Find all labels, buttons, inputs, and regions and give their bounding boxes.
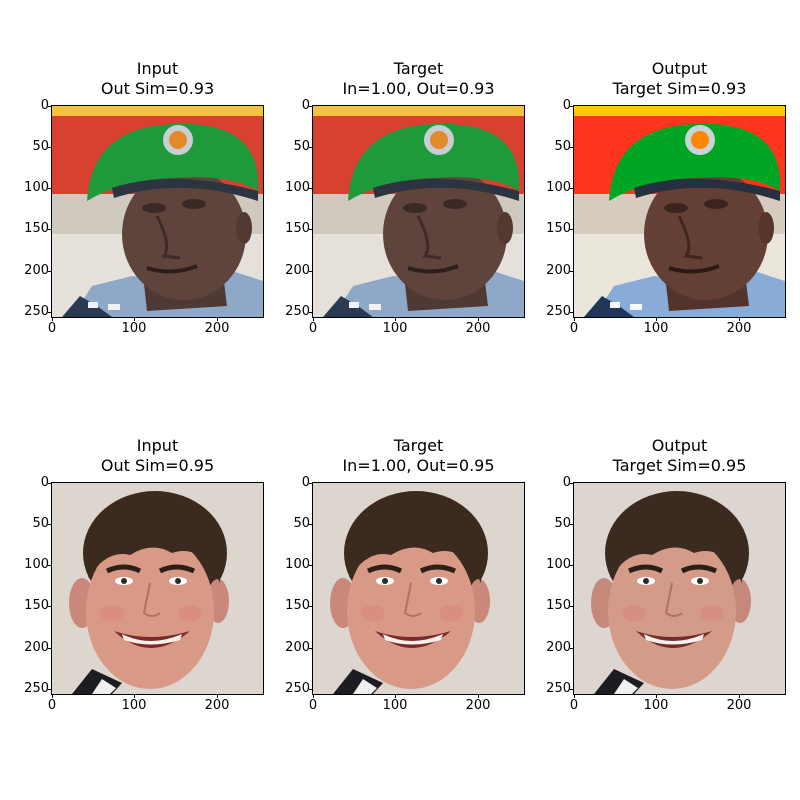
- subplot-target-row1: Target In=1.00, Out=0.93 0 50 100 150 20…: [285, 59, 525, 336]
- ytick-label: 0: [40, 98, 49, 113]
- face-image-smiling-man: [312, 482, 525, 695]
- subplot-input-row2: Input Out Sim=0.95 0 50 100 150 200 250 …: [24, 436, 264, 713]
- ytick-label: 50: [293, 516, 310, 531]
- subplot-title: Target In=1.00, Out=0.93: [273, 59, 564, 99]
- ytick-label: 50: [32, 516, 49, 531]
- ytick-label: 200: [24, 263, 49, 278]
- subplot-input-row1: Input Out Sim=0.93 0 50 100 150 200 250 …: [24, 59, 264, 336]
- xtick-label: 0: [47, 698, 57, 713]
- ytick-label: 0: [562, 475, 571, 490]
- xtick-label: 200: [204, 321, 230, 336]
- ytick-label: 200: [546, 640, 571, 655]
- ytick-label: 50: [554, 516, 571, 531]
- xtick-label: 200: [726, 698, 752, 713]
- ytick-label: 250: [546, 304, 571, 319]
- ytick-label: 150: [24, 598, 49, 613]
- title-line2: Out Sim=0.93: [100, 79, 215, 98]
- xtick-label: 0: [569, 698, 579, 713]
- ytick-label: 100: [24, 180, 49, 195]
- ytick-label: 250: [546, 681, 571, 696]
- subplot-title: Target In=1.00, Out=0.95: [273, 436, 564, 476]
- xtick-label: 0: [569, 321, 579, 336]
- ytick-label: 100: [285, 557, 310, 572]
- xtick-label: 200: [204, 698, 230, 713]
- ytick-label: 150: [546, 598, 571, 613]
- subplot-title: Input Out Sim=0.95: [12, 436, 303, 476]
- xtick-label: 0: [308, 321, 318, 336]
- ytick-label: 250: [285, 304, 310, 319]
- ytick-label: 100: [546, 557, 571, 572]
- xtick-label: 200: [465, 698, 491, 713]
- subplot-title: Output Target Sim=0.93: [534, 59, 800, 99]
- face-image-beret-man: [312, 105, 525, 318]
- ytick-label: 250: [24, 304, 49, 319]
- ytick-label: 250: [285, 681, 310, 696]
- title-line2: Out Sim=0.95: [100, 456, 215, 475]
- subplot-output-row1: Output Target Sim=0.93 0 50 100 150 200 …: [546, 59, 786, 336]
- face-image-beret-man-output: [573, 105, 786, 318]
- title-line1: Target: [393, 59, 444, 78]
- ytick-label: 0: [40, 475, 49, 490]
- subplot-title: Input Out Sim=0.93: [12, 59, 303, 99]
- ytick-label: 0: [301, 98, 310, 113]
- ytick-label: 100: [285, 180, 310, 195]
- ytick-label: 200: [285, 263, 310, 278]
- ytick-label: 250: [24, 681, 49, 696]
- title-line1: Target: [393, 436, 444, 455]
- ytick-label: 100: [546, 180, 571, 195]
- title-line1: Output: [651, 59, 708, 78]
- xtick-label: 0: [47, 321, 57, 336]
- xtick-label: 100: [121, 321, 147, 336]
- face-image-smiling-man-output: [573, 482, 786, 695]
- ytick-label: 200: [24, 640, 49, 655]
- xtick-label: 100: [382, 698, 408, 713]
- ytick-label: 100: [24, 557, 49, 572]
- face-image-smiling-man: [51, 482, 264, 695]
- ytick-label: 150: [546, 221, 571, 236]
- ytick-label: 0: [301, 475, 310, 490]
- ytick-label: 50: [554, 139, 571, 154]
- xtick-label: 200: [465, 321, 491, 336]
- title-line1: Input: [136, 59, 179, 78]
- ytick-label: 150: [285, 221, 310, 236]
- subplot-output-row2: Output Target Sim=0.95 0 50 100 150 200 …: [546, 436, 786, 713]
- xtick-label: 100: [643, 321, 669, 336]
- face-image-beret-man: [51, 105, 264, 318]
- title-line2: Target Sim=0.95: [612, 456, 747, 475]
- xtick-label: 100: [643, 698, 669, 713]
- title-line2: Target Sim=0.93: [612, 79, 747, 98]
- title-line1: Output: [651, 436, 708, 455]
- ytick-label: 150: [24, 221, 49, 236]
- title-line1: Input: [136, 436, 179, 455]
- subplot-title: Output Target Sim=0.95: [534, 436, 800, 476]
- ytick-label: 200: [285, 640, 310, 655]
- ytick-label: 50: [293, 139, 310, 154]
- ytick-label: 50: [32, 139, 49, 154]
- xtick-label: 100: [121, 698, 147, 713]
- title-line2: In=1.00, Out=0.93: [342, 79, 495, 98]
- title-line2: In=1.00, Out=0.95: [342, 456, 495, 475]
- xtick-label: 0: [308, 698, 318, 713]
- ytick-label: 0: [562, 98, 571, 113]
- ytick-label: 150: [285, 598, 310, 613]
- subplot-target-row2: Target In=1.00, Out=0.95 0 50 100 150 20…: [285, 436, 525, 713]
- ytick-label: 200: [546, 263, 571, 278]
- xtick-label: 200: [726, 321, 752, 336]
- xtick-label: 100: [382, 321, 408, 336]
